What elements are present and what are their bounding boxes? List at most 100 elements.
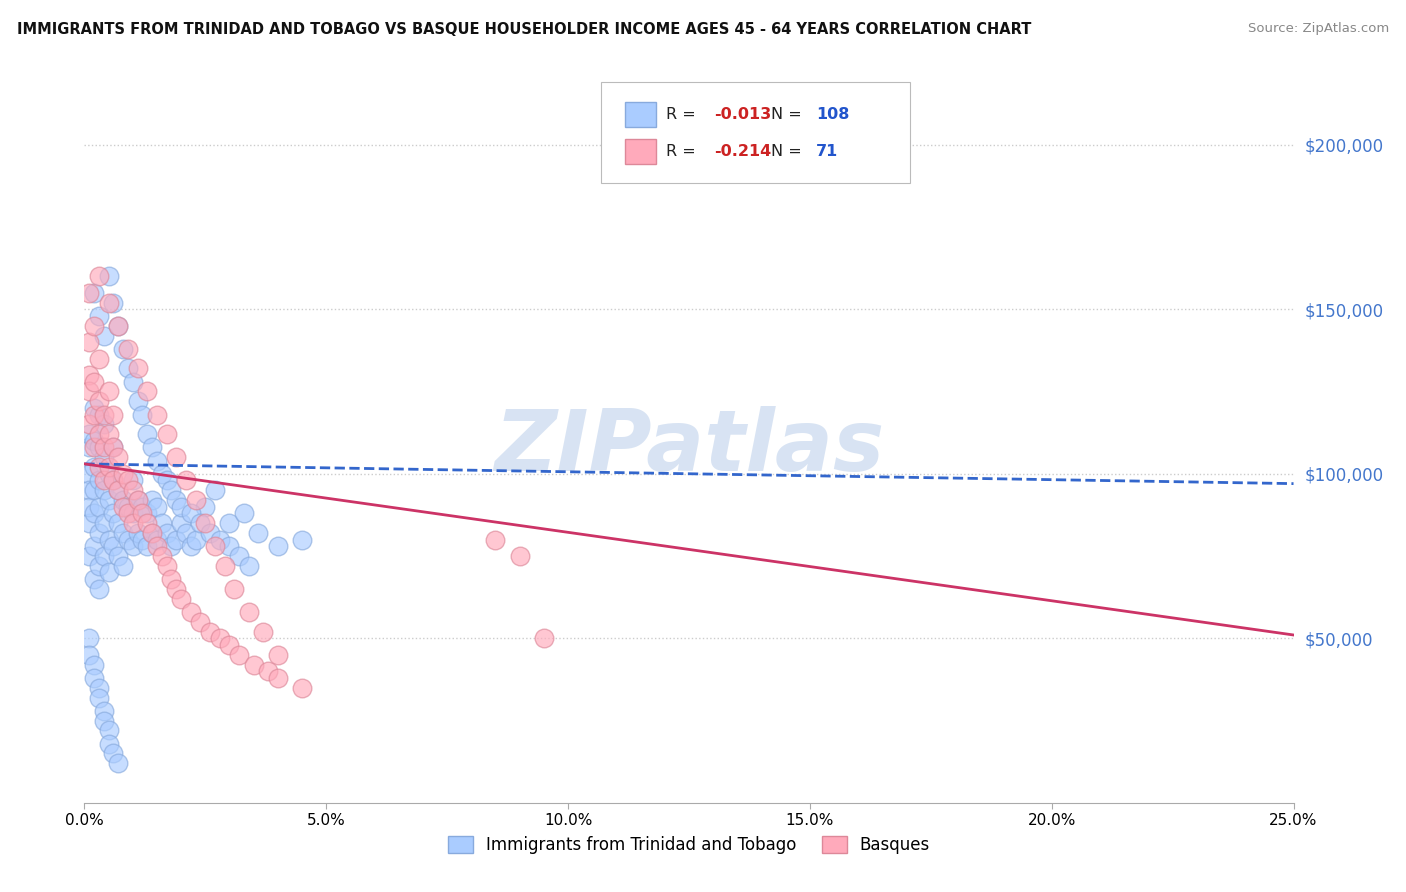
Point [97, 384, 120, 399]
Point [218, 516, 240, 530]
Point [150, 549, 173, 563]
Point [117, 342, 139, 356]
Point [77, 467, 100, 481]
Point [112, 342, 135, 356]
Point [83, 671, 105, 685]
Point [77, 384, 100, 399]
Point [77, 285, 100, 300]
Point [198, 624, 221, 639]
Point [103, 747, 125, 761]
Point [87, 500, 110, 514]
Point [127, 526, 149, 541]
Point [136, 384, 159, 399]
Point [155, 526, 177, 541]
Point [141, 493, 163, 508]
Point [233, 506, 256, 520]
Point [93, 549, 115, 563]
Point [97, 460, 120, 475]
Point [103, 473, 125, 487]
Point [121, 473, 143, 487]
Point [83, 318, 105, 333]
Point [247, 526, 270, 541]
Point [218, 539, 240, 553]
Point [87, 473, 110, 487]
Text: R =: R = [666, 144, 700, 159]
Point [107, 756, 129, 771]
Text: ZIPatlas: ZIPatlas [494, 406, 884, 489]
Point [165, 450, 187, 465]
Point [77, 549, 100, 563]
Point [97, 493, 120, 508]
Text: -0.214: -0.214 [714, 144, 772, 159]
Point [77, 441, 100, 455]
Point [208, 533, 231, 547]
Point [160, 572, 183, 586]
Point [150, 467, 173, 481]
Point [107, 318, 129, 333]
Point [97, 723, 120, 738]
Point [103, 441, 125, 455]
Point [121, 506, 143, 520]
Point [112, 526, 135, 541]
Point [107, 483, 129, 498]
Point [83, 408, 105, 422]
Point [131, 408, 153, 422]
Point [267, 648, 290, 662]
Point [146, 453, 169, 467]
Point [184, 533, 207, 547]
Point [184, 493, 207, 508]
Point [97, 467, 120, 481]
Point [242, 657, 264, 672]
Point [93, 714, 115, 728]
Point [83, 285, 105, 300]
Point [87, 526, 110, 541]
Point [165, 582, 187, 596]
Point [97, 295, 120, 310]
Point [155, 473, 177, 487]
Point [180, 539, 202, 553]
Point [83, 401, 105, 415]
Point [252, 624, 274, 639]
Point [204, 483, 226, 498]
Point [93, 483, 115, 498]
Point [136, 539, 159, 553]
Point [121, 539, 143, 553]
Point [93, 417, 115, 432]
Point [160, 483, 183, 498]
Point [155, 427, 177, 442]
Point [93, 516, 115, 530]
Point [103, 441, 125, 455]
Point [121, 516, 143, 530]
Point [103, 295, 125, 310]
Text: N =: N = [770, 144, 807, 159]
Point [136, 516, 159, 530]
Point [484, 533, 506, 547]
Legend: Immigrants from Trinidad and Tobago, Basques: Immigrants from Trinidad and Tobago, Bas… [441, 830, 936, 861]
FancyBboxPatch shape [600, 82, 910, 183]
Point [77, 648, 100, 662]
Point [238, 605, 260, 619]
Text: 108: 108 [815, 107, 849, 122]
Point [155, 558, 177, 573]
Point [131, 500, 153, 514]
Point [190, 516, 212, 530]
Point [87, 269, 110, 284]
Point [127, 361, 149, 376]
Point [77, 516, 100, 530]
Point [121, 483, 143, 498]
Point [97, 533, 120, 547]
Point [267, 539, 290, 553]
Point [87, 441, 110, 455]
Point [97, 566, 120, 580]
Point [228, 648, 250, 662]
Point [146, 539, 169, 553]
Point [121, 375, 143, 389]
Point [170, 591, 193, 606]
Point [83, 572, 105, 586]
Point [93, 328, 115, 343]
Point [112, 493, 135, 508]
Point [112, 500, 135, 514]
Point [533, 632, 555, 646]
Point [146, 408, 169, 422]
Point [77, 500, 100, 514]
